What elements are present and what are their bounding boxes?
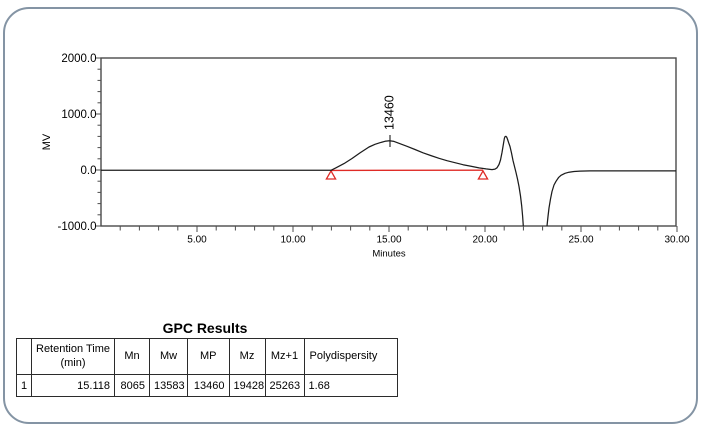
svg-text:5.00: 5.00 (187, 235, 207, 246)
svg-text:0.0: 0.0 (81, 165, 97, 177)
svg-text:Minutes: Minutes (372, 249, 406, 260)
svg-text:30.00: 30.00 (664, 235, 689, 246)
svg-text:20.00: 20.00 (472, 235, 497, 246)
svg-text:2000.0: 2000.0 (61, 53, 96, 65)
svg-text:1000.0: 1000.0 (61, 109, 96, 121)
svg-text:-1000.0: -1000.0 (57, 221, 96, 233)
svg-text:13460: 13460 (382, 95, 396, 130)
svg-text:15.00: 15.00 (376, 235, 401, 246)
svg-text:MV: MV (41, 133, 53, 150)
svg-text:10.00: 10.00 (280, 235, 305, 246)
svg-text:25.00: 25.00 (568, 235, 593, 246)
